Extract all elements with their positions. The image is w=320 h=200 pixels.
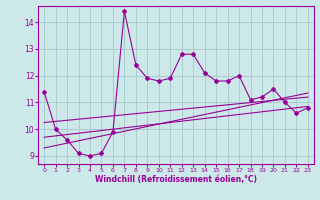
X-axis label: Windchill (Refroidissement éolien,°C): Windchill (Refroidissement éolien,°C) xyxy=(95,175,257,184)
